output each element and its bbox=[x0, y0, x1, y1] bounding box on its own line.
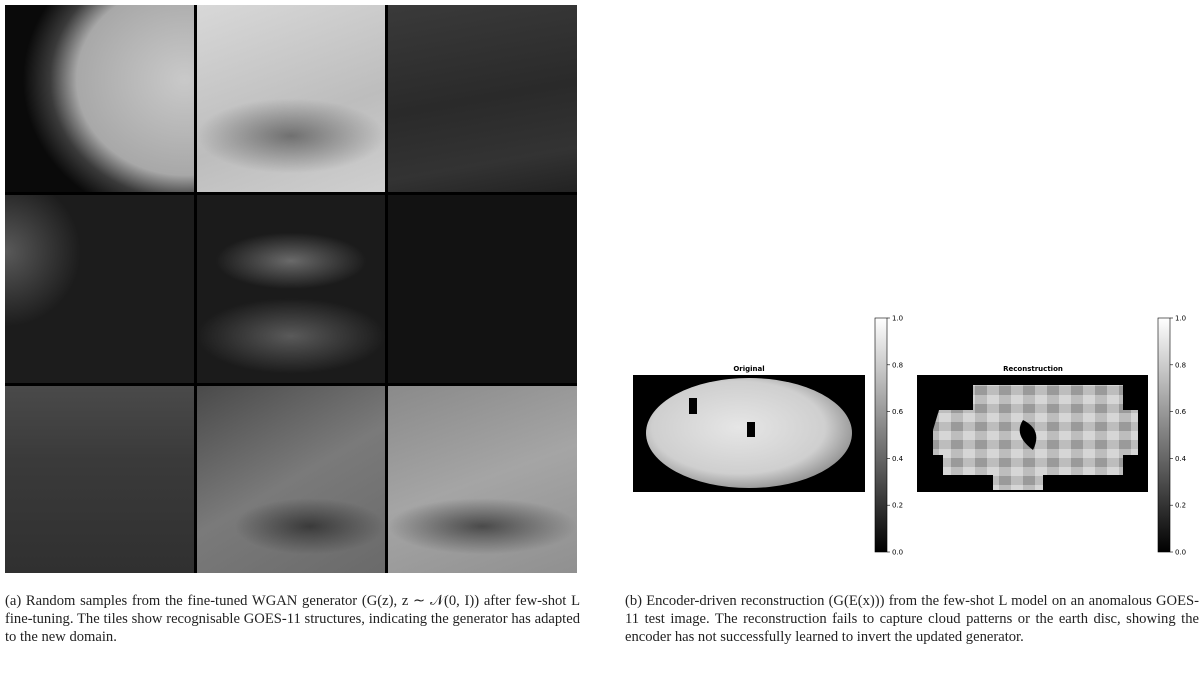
sample-tile bbox=[5, 195, 194, 382]
colorbar-tick-label: 1.0 bbox=[892, 315, 903, 323]
sample-tile bbox=[197, 5, 386, 192]
colorbar-tick-label: 0.2 bbox=[892, 502, 903, 510]
reconstruction-image bbox=[917, 375, 1148, 492]
sample-tile bbox=[388, 5, 577, 192]
colorbar bbox=[1158, 318, 1170, 552]
page: (a) Random samples from the fine-tuned W… bbox=[0, 0, 1203, 675]
panel-title: Reconstruction bbox=[1003, 365, 1063, 373]
colorbar-tick-label: 0.0 bbox=[1175, 549, 1186, 557]
sample-tile bbox=[388, 195, 577, 382]
colorbar-tick-label: 0.2 bbox=[1175, 502, 1186, 510]
colorbar-tick-label: 0.6 bbox=[892, 408, 904, 416]
sample-tile bbox=[388, 386, 577, 573]
colorbar-tick-label: 0.8 bbox=[1175, 361, 1186, 369]
sample-tile bbox=[5, 5, 194, 192]
sample-tile bbox=[197, 386, 386, 573]
caption: (a) Random samples from the fine-tuned W… bbox=[5, 592, 580, 646]
colorbar-tick-label: 1.0 bbox=[1175, 315, 1186, 323]
sample-grid bbox=[5, 5, 577, 573]
panel-title: Original bbox=[733, 365, 764, 373]
colorbar bbox=[875, 318, 887, 552]
colorbar-tick-label: 0.0 bbox=[892, 549, 903, 557]
caption: (b) Encoder-driven reconstruction (G(E(x… bbox=[625, 592, 1199, 646]
colorbar-tick-label: 0.4 bbox=[892, 455, 904, 463]
colorbar-tick-label: 0.6 bbox=[1175, 408, 1187, 416]
colorbar-tick-label: 0.8 bbox=[892, 361, 903, 369]
original-image bbox=[633, 375, 865, 492]
reconstruction-figure: Original 0.0 0.2 0.4 0.6 0.8 1.0 Reconstruction… bbox=[603, 305, 1203, 565]
colorbar-tick-label: 0.4 bbox=[1175, 455, 1187, 463]
sample-tile bbox=[5, 386, 194, 573]
sample-tile bbox=[197, 195, 386, 382]
